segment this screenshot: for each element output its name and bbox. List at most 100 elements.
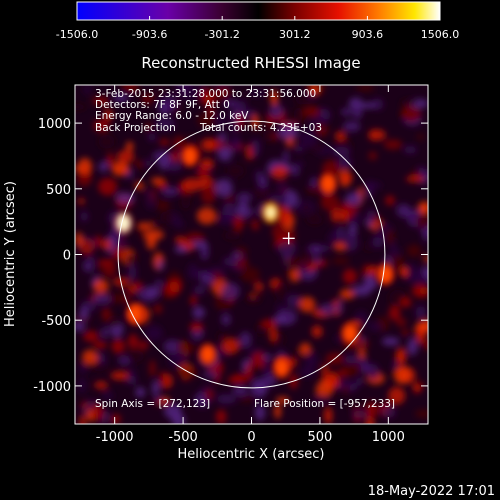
noise-blob [342,268,357,285]
noise-blob [415,213,428,229]
noise-blob [262,358,273,376]
noise-blob [98,177,118,196]
x-tick-label: 1000 [372,430,405,445]
noise-blob [275,303,286,312]
noise-blob [251,377,269,394]
noise-blob [125,141,134,152]
noise-blob [299,296,316,313]
noise-blob [92,293,112,305]
noise-blob [159,211,174,224]
noise-blob [363,274,378,290]
y-tick-label: -1000 [33,380,71,395]
noise-blob [106,153,115,167]
noise-blob [86,256,96,264]
noise-blob [297,262,308,272]
noise-blob [351,102,363,120]
noise-blob [214,179,233,197]
noise-blob [283,256,300,266]
noise-blob [153,395,163,404]
noise-blob [79,238,94,256]
noise-blob [174,219,184,228]
noise-blob [75,321,85,332]
noise-blob [365,416,375,424]
noise-blob [156,259,165,271]
colorbar-gradient [76,1,441,21]
noise-blob [121,85,138,93]
noise-blob [113,183,120,195]
noise-blob [401,329,410,336]
noise-blob [388,306,401,321]
noise-blob [368,151,378,160]
noise-blob [110,414,121,424]
noise-blob [419,286,428,295]
colorbar-tick-label: -1506.0 [56,28,98,41]
noise-blob [137,341,149,350]
noise-blob [106,316,122,329]
noise-blob [168,353,186,368]
noise-blob [409,269,426,285]
noise-blob [153,303,163,314]
noise-blob [299,365,315,378]
noise-blob [116,192,135,204]
noise-blob [254,282,264,292]
noise-blob [94,235,103,248]
noise-blob [340,210,348,224]
noise-blob [161,186,179,197]
hotspot-core [379,266,392,283]
noise-blob [202,371,219,378]
noise-blob [385,195,395,206]
noise-blob [406,244,422,258]
noise-blob [368,321,383,332]
noise-blob [251,114,260,130]
noise-blob [158,370,166,389]
noise-blob [233,215,244,231]
noise-blob [244,295,263,303]
noise-blob [91,402,100,421]
noise-blob [162,94,179,113]
noise-blob [358,349,366,360]
noise-blob [134,181,144,190]
noise-blob [199,158,214,170]
noise-blob [367,363,379,381]
noise-blob [270,165,289,179]
noise-blob [344,233,359,252]
spin-axis-marker [282,232,295,245]
noise-blob [419,204,428,213]
noise-blob [78,197,85,205]
noise-blob [128,263,137,281]
noise-blob [262,129,274,142]
noise-blob [227,375,245,385]
noise-blob [91,361,107,370]
noise-blob [245,362,254,378]
noise-blob [302,203,311,213]
noise-blob [79,307,88,320]
noise-blob [236,202,249,218]
noise-blob [182,194,193,201]
noise-blob [153,86,167,99]
hotspot-core [129,305,142,322]
noise-blob [405,175,425,183]
noise-blob [78,362,88,374]
noise-blob [163,339,182,354]
noise-blob [178,366,198,379]
noise-blob [200,273,215,286]
noise-blob [276,206,292,224]
noise-blob [418,166,425,176]
noise-blob [295,160,304,168]
hotspot-core [201,346,214,363]
annotation-energy-range: Energy Range: 6.0 - 12.0 keV [95,110,249,122]
noise-blob [282,150,290,164]
solar-disk-limb [117,120,386,389]
noise-blob [144,159,152,168]
x-tick-label: -500 [168,430,198,445]
noise-blob [237,258,246,268]
noise-blob [94,264,101,277]
noise-blob [417,319,428,331]
noise-blob [126,375,137,385]
noise-blob [204,388,215,401]
noise-blob [128,334,139,349]
noise-blob [151,219,161,228]
noise-blob [261,319,277,329]
noise-blob [342,361,362,377]
noise-blob [279,189,287,205]
